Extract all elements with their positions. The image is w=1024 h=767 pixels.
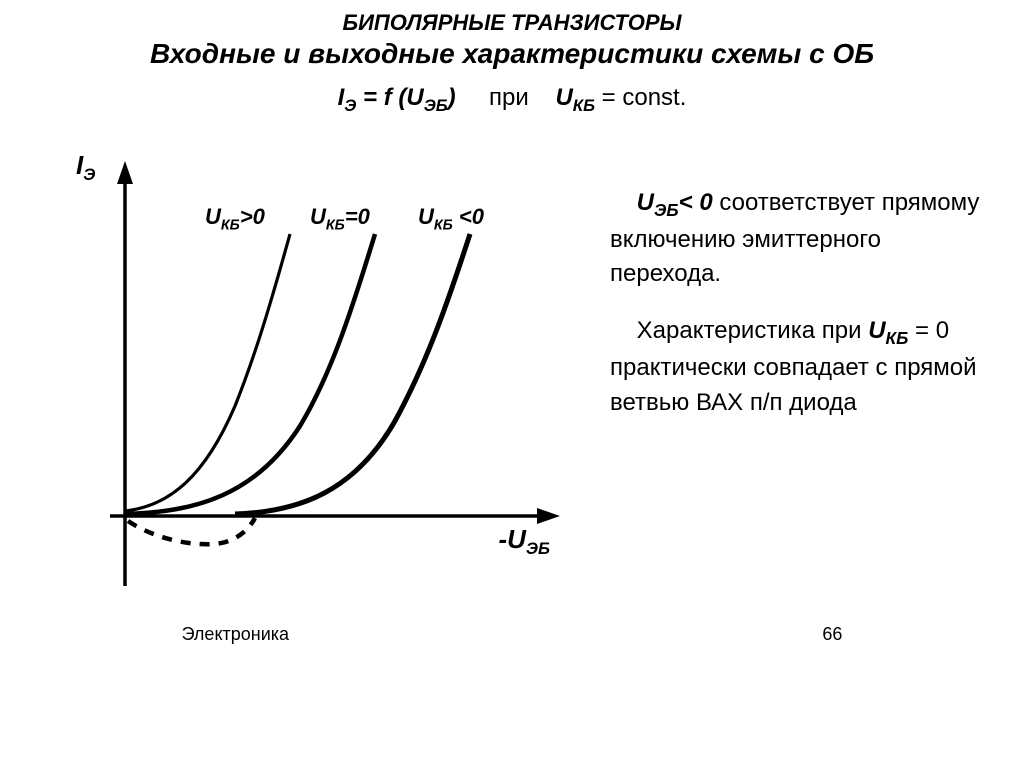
eq-cond-sym: U [555,84,572,111]
p2-eq: = 0 [908,317,949,344]
super-title: БИПОЛЯРНЫЕ ТРАНЗИСТОРЫ [40,10,984,36]
eq-arg-sub: ЭБ [424,96,448,115]
curve-label-0: UКБ>0 [205,204,265,233]
p2-tail: практически совпадает с прямой ветвью ВА… [610,354,977,416]
y-axis-sub: Э [83,165,95,184]
x-axis-prefix: - [498,524,507,554]
curve-label-1: UКБ=0 [310,204,370,233]
side-text: UЭБ< 0 соответствует прямому включению э… [610,156,984,443]
cl2-op: <0 [453,204,484,229]
eq-eq: = f ( [363,84,406,111]
cl0-op: >0 [240,204,265,229]
x-axis-arrow [537,508,560,524]
cl1-op: =0 [345,204,370,229]
eq-cond-word: при [489,84,529,111]
side-para-1: UЭБ< 0 соответствует прямому включению э… [610,186,984,292]
p1-op: < 0 [679,189,713,216]
x-axis-sub: ЭБ [526,539,550,558]
cl1-sym: U [310,204,326,229]
curve-dashed-negative [128,518,255,544]
footer-left: Электроника [182,624,289,645]
eq-arg-sym: U [406,84,423,111]
eq-cond-tail: = const. [602,84,687,111]
cl0-sym: U [205,204,221,229]
p1-sym: U [637,189,654,216]
x-axis-sym: U [507,524,526,554]
footer: Электроника 66 [182,624,843,645]
curve-ukb-lt0 [235,234,470,514]
cl2-sub: КБ [434,217,453,233]
footer-right: 66 [822,624,842,645]
curve-ukb-eq0 [125,234,375,514]
chart: IЭ -UЭБ UКБ>0 UКБ=0 UКБ <0 [40,156,590,616]
cl2-sym: U [418,204,434,229]
side-para-2: Характеристика при UКБ = 0 практически с… [610,314,984,420]
p2-sym: U [868,317,885,344]
cl1-sub: КБ [326,217,345,233]
cl0-sub: КБ [221,217,240,233]
y-axis-label: IЭ [76,150,95,185]
x-axis-label: -UЭБ [498,524,550,559]
y-axis-arrow [117,161,133,184]
content-row: IЭ -UЭБ UКБ>0 UКБ=0 UКБ <0 [40,156,984,616]
eq-lhs-sub: Э [344,96,356,115]
equation-line: IЭ = f (UЭБ) при UКБ = const. [40,84,984,116]
p2-sub: КБ [886,328,909,348]
p2-head: Характеристика при [637,317,869,344]
main-title: Входные и выходные характеристики схемы … [40,38,984,70]
eq-cond-sub: КБ [573,96,595,115]
curve-label-2: UКБ <0 [418,204,484,233]
eq-close: ) [448,84,456,111]
p1-sub: ЭБ [654,200,679,220]
